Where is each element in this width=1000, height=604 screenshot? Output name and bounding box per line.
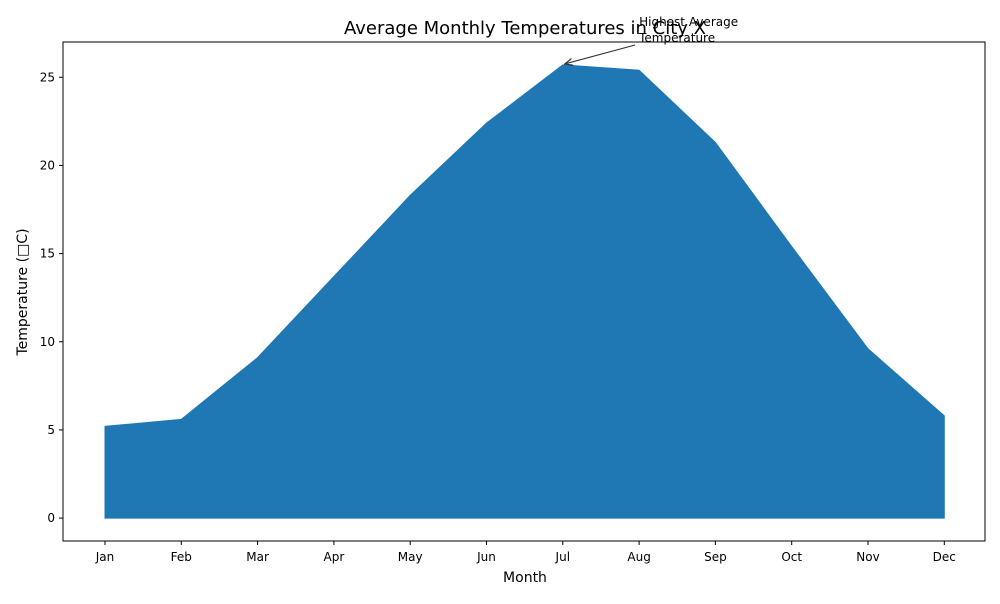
annotation-text: Highest Average: [639, 15, 738, 29]
x-tick-label: Feb: [171, 550, 192, 564]
x-axis-label: Month: [503, 570, 547, 586]
plot-frame: [62, 41, 986, 542]
y-tick-label: 0: [47, 511, 55, 525]
y-tick-label: 10: [40, 335, 55, 349]
y-tick-label: 15: [40, 247, 55, 261]
x-tick-label: Aug: [627, 550, 650, 564]
x-tick-label: Mar: [246, 550, 269, 564]
annotation-text: Temperature: [638, 31, 715, 45]
x-tick-label: Jan: [95, 550, 115, 564]
y-tick-label: 5: [47, 423, 55, 437]
x-tick-label: May: [398, 550, 423, 564]
x-tick-label: Sep: [704, 550, 727, 564]
x-tick-label: Apr: [324, 550, 345, 564]
y-tick-label: 25: [40, 70, 55, 84]
x-tick-label: Jun: [476, 550, 496, 564]
y-axis-label: Temperature (□C): [15, 228, 31, 356]
x-tick-label: Nov: [856, 550, 879, 564]
y-tick-label: 20: [40, 158, 55, 172]
annotation-arrow: [565, 44, 636, 64]
annotation: Highest Average Temperature: [565, 15, 738, 64]
x-tick-label: Jul: [555, 550, 570, 564]
plot-area: [62, 41, 986, 542]
x-tick-label: Oct: [781, 550, 802, 564]
y-axis: 0 5 10 15 20 25: [40, 70, 63, 525]
x-axis: Jan Feb Mar Apr May Jun Jul Aug Sep Oct Nov Dec: [95, 541, 956, 564]
chart-title: Average Monthly Temperatures in City X: [344, 18, 706, 39]
area-series-0: [104, 64, 945, 519]
x-tick-label: Dec: [933, 550, 956, 564]
